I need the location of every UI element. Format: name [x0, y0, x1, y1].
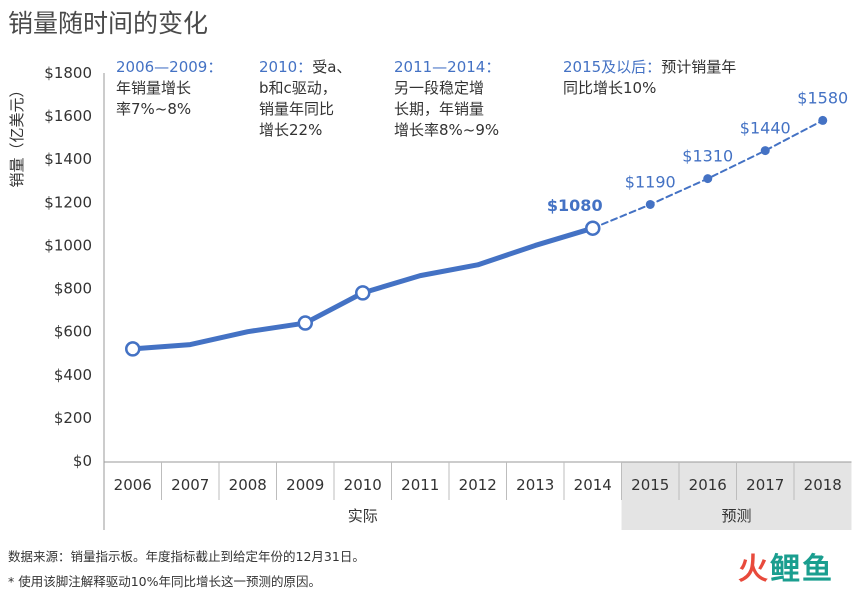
y-tick-label: $0: [73, 452, 92, 470]
annotation-line: 同比增长10%: [563, 79, 657, 97]
group-label: 预测: [721, 507, 751, 525]
x-tick-label: 2009: [286, 476, 324, 494]
y-tick-label: $400: [54, 366, 92, 384]
x-tick-label: 2010: [344, 476, 382, 494]
actual-point-marker: [125, 341, 141, 357]
x-tick-label: 2011: [401, 476, 439, 494]
annotation-line: 长期，年销量: [394, 100, 485, 118]
x-tick-label: 2015: [631, 476, 669, 494]
annotation-line: 增长率8%~9%: [394, 121, 500, 139]
data-label: $1190: [625, 172, 676, 191]
group-label: 实际: [348, 507, 378, 525]
x-tick-label: 2008: [229, 476, 267, 494]
annotation-2006-2009: 2006—2009： 年销量增长 率7%~8%: [116, 57, 222, 120]
data-label: $1580: [797, 88, 848, 107]
x-tick-label: 2006: [114, 476, 152, 494]
forecast-point: [703, 174, 713, 184]
annotation-2011-2014: 2011—2014： 另一段稳定增 长期，年销量 增长率8%~9%: [394, 57, 500, 141]
asterisk-footnote: * 使用该脚注解释驱动10%年同比增长这一预测的原因。: [8, 574, 322, 589]
y-tick-label: $1800: [44, 64, 92, 82]
y-tick-label: $600: [54, 323, 92, 341]
y-tick-label: $1200: [44, 193, 92, 211]
annotation-head: 2010：: [259, 58, 313, 76]
chart-title: 销量随时间的变化: [8, 9, 209, 38]
annotation-line: 年销量增长: [116, 79, 192, 97]
x-tick-label: 2017: [746, 476, 784, 494]
logo-part-b: 鲤鱼: [770, 552, 834, 587]
forecast-point: [818, 115, 828, 125]
x-tick-label: 2007: [171, 476, 209, 494]
annotation-head: 2006—2009：: [116, 58, 223, 76]
annotation-line: 率7%~8%: [116, 100, 192, 118]
annotation-2015-forecast: 2015及以后：预计销量年 同比增长10%: [563, 57, 736, 99]
watermark-logo: 火鲤鱼: [738, 544, 834, 588]
data-label: $1440: [740, 119, 791, 138]
annotation-2010: 2010：受a、 b和c驱动， 销量年同比 增长22%: [259, 57, 351, 141]
annotation-line: 销量年同比: [259, 100, 335, 118]
annotation-line: b和c驱动，: [259, 79, 337, 97]
x-tick-label: 2014: [574, 476, 612, 494]
y-tick-label: $200: [54, 409, 92, 427]
y-tick-label: $1400: [44, 150, 92, 168]
actual-point-marker: [297, 315, 313, 331]
y-tick-label: $1600: [44, 107, 92, 125]
data-label: $1310: [682, 147, 733, 166]
x-tick-label: 2018: [804, 476, 842, 494]
annotation-line: 增长22%: [259, 121, 323, 139]
y-tick-label: $1000: [44, 236, 92, 254]
x-tick-label: 2012: [459, 476, 497, 494]
annotation-line: 另一段稳定增: [394, 79, 485, 97]
y-axis-label: 销量（亿美元）: [8, 82, 26, 187]
y-tick-label: $800: [54, 280, 92, 298]
source-footnote: 数据来源：销量指示板。年度指标截止到给定年份的12月31日。: [8, 549, 365, 564]
forecast-point: [645, 199, 655, 209]
data-label: $1080: [547, 196, 603, 215]
logo-part-a: 火: [738, 552, 770, 587]
x-tick-label: 2016: [689, 476, 727, 494]
actual-point-marker: [355, 285, 371, 301]
annotation-head: 2015及以后：: [563, 58, 662, 76]
annotation-head: 2011—2014：: [394, 58, 501, 76]
actual-point-marker: [585, 220, 601, 236]
forecast-point: [760, 146, 770, 156]
x-tick-label: 2013: [516, 476, 554, 494]
annotation-line: 预计销量年: [661, 58, 737, 76]
annotation-line: 受a、: [312, 58, 352, 76]
